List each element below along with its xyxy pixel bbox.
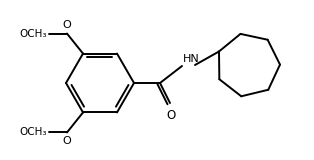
Text: O: O	[166, 109, 176, 122]
Text: HN: HN	[183, 54, 200, 64]
Text: OCH₃: OCH₃	[19, 28, 47, 39]
Text: O: O	[62, 136, 71, 146]
Text: O: O	[62, 20, 71, 30]
Text: OCH₃: OCH₃	[19, 128, 47, 137]
